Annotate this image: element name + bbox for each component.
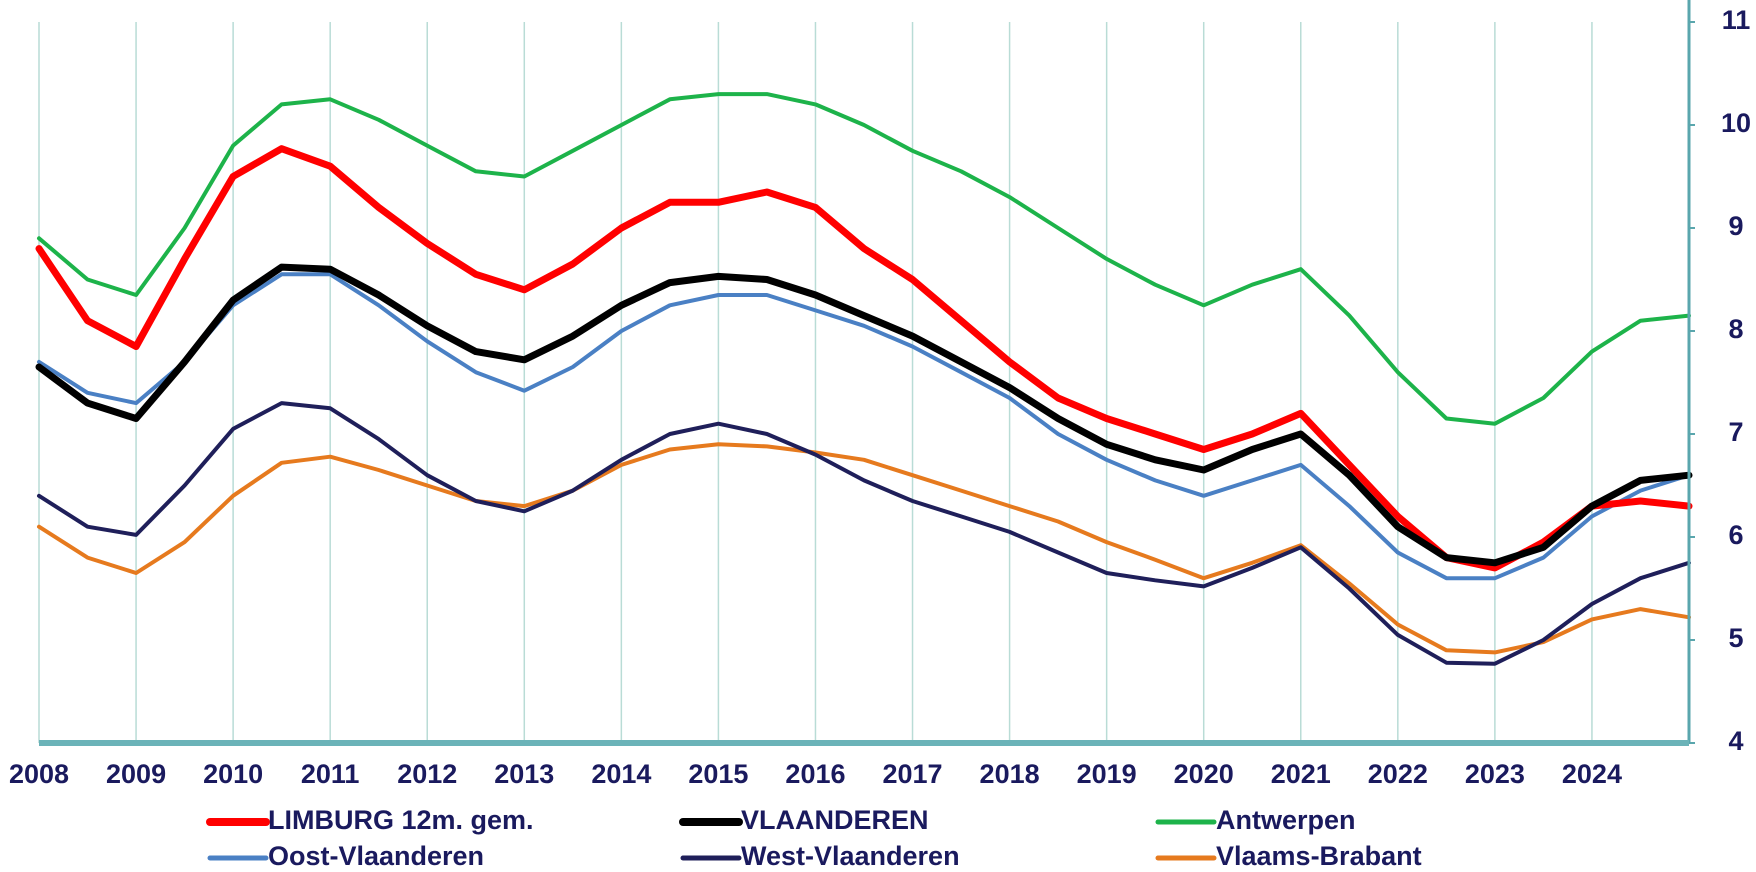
x-tick-label: 2024 bbox=[1562, 759, 1622, 789]
series-line bbox=[37, 401, 1691, 666]
x-tick-label: 2016 bbox=[785, 759, 845, 789]
legend-label: West-Vlaanderen bbox=[741, 841, 960, 871]
y-tick-label: 6 bbox=[1728, 520, 1743, 550]
x-tick-label: 2022 bbox=[1368, 759, 1428, 789]
series-line bbox=[37, 92, 1691, 426]
series-line bbox=[35, 145, 1693, 572]
x-tick-label: 2015 bbox=[688, 759, 748, 789]
series-line bbox=[37, 272, 1691, 581]
legend-label: VLAANDEREN bbox=[741, 805, 929, 835]
plot bbox=[35, 92, 1693, 666]
x-tick-label: 2011 bbox=[301, 759, 360, 789]
x-tick-label: 2008 bbox=[9, 759, 69, 789]
x-tick-label: 2013 bbox=[494, 759, 554, 789]
x-tick-label: 2014 bbox=[591, 759, 651, 789]
x-tick-label: 2021 bbox=[1271, 759, 1331, 789]
x-tick-label: 2018 bbox=[980, 759, 1040, 789]
series-line bbox=[35, 263, 1693, 567]
x-tick-label: 2023 bbox=[1465, 759, 1525, 789]
y-tick-label: 7 bbox=[1728, 417, 1743, 447]
legend-label: Oost-Vlaanderen bbox=[268, 841, 484, 871]
y-tick-label: 8 bbox=[1728, 314, 1743, 344]
x-tick-label: 2012 bbox=[397, 759, 457, 789]
legend-label: LIMBURG 12m. gem. bbox=[268, 805, 534, 835]
axes: 2008 2009 2010 2011 2012 2013 2014 2015 2016 2017… bbox=[9, 0, 1751, 789]
x-tick-label: 2019 bbox=[1077, 759, 1137, 789]
y-tick-label: 4 bbox=[1728, 726, 1743, 756]
y-tick-label: 10 bbox=[1721, 108, 1751, 138]
legend-label: Vlaams-Brabant bbox=[1216, 841, 1422, 871]
x-tick-label: 2017 bbox=[882, 759, 942, 789]
legend: LIMBURG 12m. gem. VLAANDEREN Antwerpen Oost… bbox=[206, 805, 1422, 871]
x-tick-label: 2009 bbox=[106, 759, 166, 789]
y-tick-label: 11 bbox=[1722, 5, 1751, 35]
y-tick-label: 5 bbox=[1728, 623, 1743, 653]
x-tick-label: 2020 bbox=[1174, 759, 1234, 789]
series-line bbox=[37, 442, 1691, 655]
x-tick-label: 2010 bbox=[203, 759, 263, 789]
grid bbox=[38, 22, 1593, 743]
legend-label: Antwerpen bbox=[1216, 805, 1356, 835]
y-tick-label: 9 bbox=[1728, 211, 1743, 241]
